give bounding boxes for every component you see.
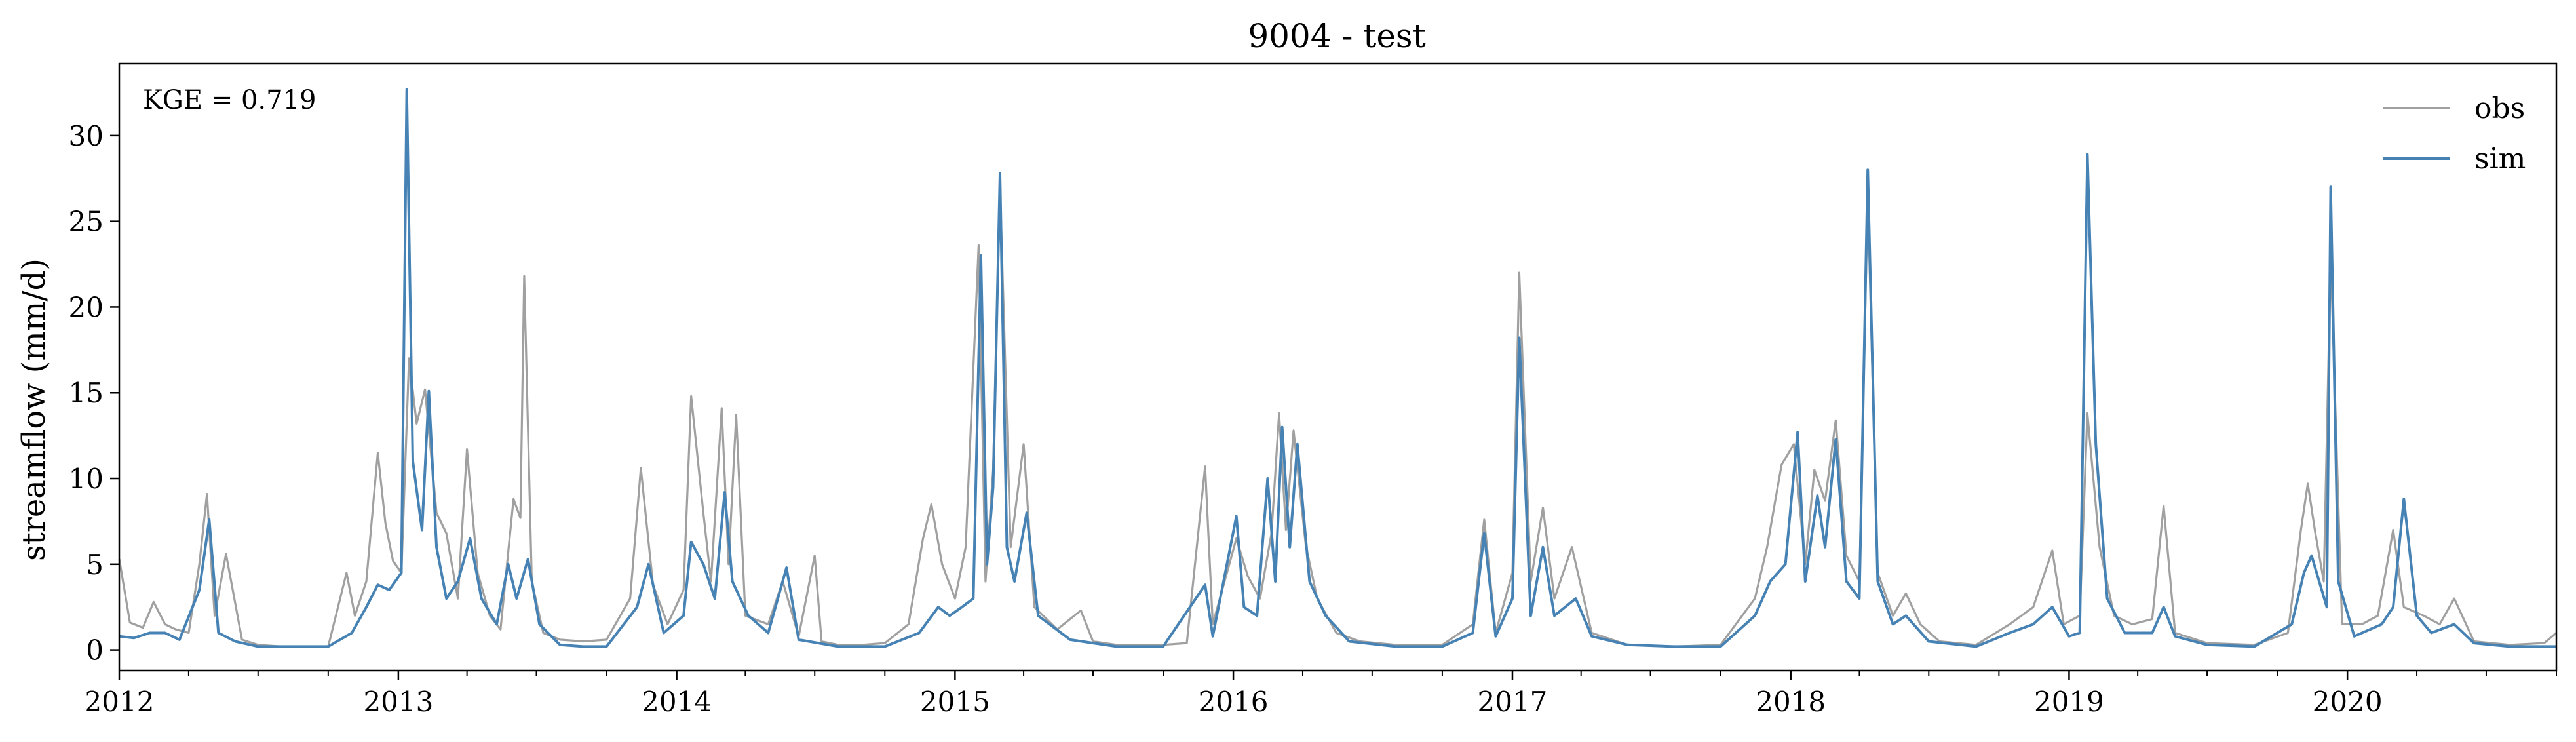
x-tick-label: 2015: [920, 686, 990, 718]
series-layer: [118, 88, 2558, 648]
x-tick-label: 2014: [642, 686, 712, 718]
y-axis-ticks: 0 5 10 15 20 25 30: [69, 120, 119, 667]
series-line-sim: [119, 88, 2556, 648]
x-tick-label: 2013: [363, 686, 433, 718]
y-tick-label: 30: [69, 120, 104, 152]
y-tick-label: 5: [86, 549, 104, 581]
y-tick-label: 25: [69, 206, 104, 238]
x-tick-label: 2018: [1756, 686, 1826, 718]
x-axis-ticks: 2012 2013 2014 2015 2016 2017 2018 2019 2020: [85, 671, 2557, 718]
kge-annotation: KGE = 0.719: [143, 85, 317, 115]
y-tick-label: 15: [69, 377, 104, 409]
x-tick-label: 2017: [1478, 686, 1548, 718]
legend: obs sim: [2383, 92, 2526, 176]
x-tick-label: 2020: [2313, 686, 2383, 718]
y-tick-label: 20: [69, 291, 104, 323]
legend-label-sim: sim: [2474, 142, 2526, 176]
chart-title: 9004 - test: [1248, 17, 1425, 55]
legend-label-obs: obs: [2474, 92, 2525, 125]
plot-frame: [118, 62, 2558, 672]
series-line-obs: [118, 186, 2558, 648]
x-tick-label: 2012: [85, 686, 155, 718]
y-tick-label: 0: [86, 635, 104, 667]
y-axis-label: streamflow (mm/d): [16, 258, 52, 561]
y-tick-label: 10: [69, 463, 104, 495]
x-tick-label: 2019: [2034, 686, 2104, 718]
x-tick-label: 2016: [1199, 686, 1269, 718]
